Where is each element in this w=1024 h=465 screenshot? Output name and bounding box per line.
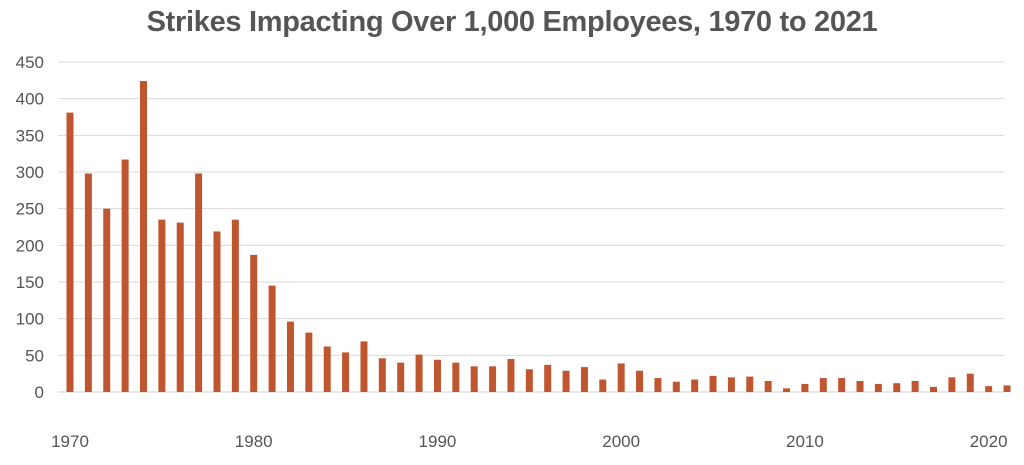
bar bbox=[397, 362, 405, 392]
bar bbox=[819, 378, 827, 392]
bar bbox=[966, 373, 974, 392]
bar bbox=[930, 386, 938, 392]
x-tick-label: 1980 bbox=[235, 432, 273, 451]
bar bbox=[452, 362, 460, 392]
bar bbox=[874, 383, 882, 392]
bar bbox=[66, 112, 74, 392]
bar bbox=[342, 352, 350, 392]
bar bbox=[433, 359, 441, 392]
bar bbox=[305, 332, 313, 392]
bar bbox=[746, 376, 754, 392]
bar bbox=[84, 173, 92, 392]
bar bbox=[121, 159, 129, 392]
bar bbox=[213, 231, 221, 392]
bar bbox=[580, 367, 588, 392]
bar bbox=[636, 370, 644, 392]
x-tick-label: 2000 bbox=[602, 432, 640, 451]
bar bbox=[195, 173, 203, 392]
bar bbox=[158, 219, 166, 392]
y-tick-label: 400 bbox=[16, 90, 44, 109]
bar bbox=[250, 254, 258, 392]
y-axis-ticks: 0 50 100 150 200 250 300 350 400 450 bbox=[16, 53, 44, 402]
bars bbox=[66, 81, 1011, 393]
y-tick-label: 350 bbox=[16, 126, 44, 145]
bar bbox=[838, 378, 846, 392]
bar bbox=[783, 388, 791, 392]
y-tick-label: 250 bbox=[16, 200, 44, 219]
bar bbox=[727, 377, 735, 392]
bar bbox=[562, 370, 570, 392]
bar bbox=[489, 366, 497, 392]
bar bbox=[231, 219, 239, 392]
bar bbox=[709, 375, 717, 392]
y-tick-label: 150 bbox=[16, 273, 44, 292]
bar bbox=[268, 285, 276, 392]
bar bbox=[507, 359, 515, 392]
bar bbox=[470, 366, 478, 392]
bar bbox=[856, 381, 864, 392]
bar bbox=[691, 379, 699, 392]
bar bbox=[103, 208, 111, 392]
bar bbox=[911, 381, 919, 392]
bar bbox=[1003, 385, 1011, 392]
y-tick-label: 200 bbox=[16, 236, 44, 255]
bar bbox=[176, 222, 184, 392]
bar bbox=[893, 383, 901, 392]
y-tick-label: 450 bbox=[16, 53, 44, 72]
x-axis-ticks: 1970 1980 1990 2000 2010 2020 bbox=[51, 432, 1007, 451]
bar bbox=[948, 377, 956, 392]
bar bbox=[544, 364, 552, 392]
bar bbox=[672, 381, 680, 392]
bar bbox=[139, 81, 147, 393]
x-tick-label: 1970 bbox=[51, 432, 89, 451]
y-tick-label: 300 bbox=[16, 163, 44, 182]
y-tick-label: 0 bbox=[35, 383, 44, 402]
x-tick-label: 1990 bbox=[419, 432, 457, 451]
bar bbox=[801, 383, 809, 392]
bar bbox=[617, 363, 625, 392]
y-tick-label: 100 bbox=[16, 310, 44, 329]
bar bbox=[985, 386, 993, 392]
bar bbox=[323, 346, 331, 392]
bar bbox=[360, 341, 368, 392]
chart-title: Strikes Impacting Over 1,000 Employees, … bbox=[146, 6, 878, 38]
bar bbox=[764, 381, 772, 392]
bar bbox=[286, 321, 294, 392]
x-tick-label: 2020 bbox=[970, 432, 1008, 451]
bar bbox=[525, 369, 533, 392]
bar bbox=[654, 378, 662, 392]
bar bbox=[599, 379, 607, 392]
x-tick-label: 2010 bbox=[786, 432, 824, 451]
bar bbox=[378, 358, 386, 392]
bar bbox=[415, 354, 423, 392]
y-tick-label: 50 bbox=[25, 346, 44, 365]
